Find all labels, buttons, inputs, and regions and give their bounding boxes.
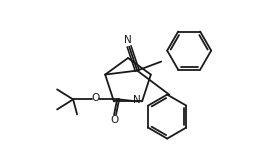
Text: O: O bbox=[91, 93, 99, 103]
Text: N: N bbox=[133, 95, 141, 105]
Text: O: O bbox=[110, 115, 118, 125]
Text: N: N bbox=[124, 35, 132, 45]
